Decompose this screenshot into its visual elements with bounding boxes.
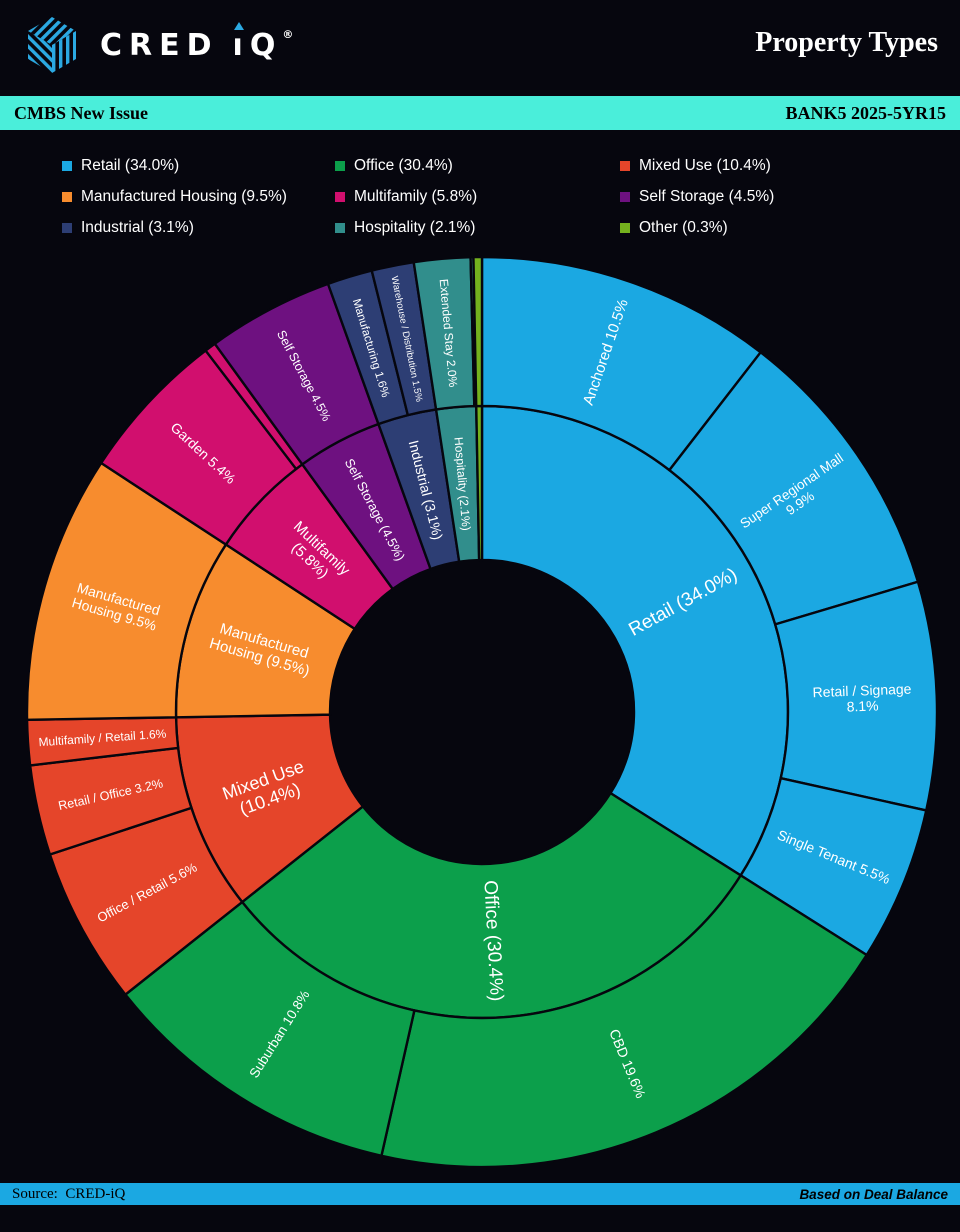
color-swatch-icon — [335, 191, 345, 202]
sunburst-segment-office-cbd[interactable] — [380, 874, 868, 1169]
legend-label: Office (30.4%) — [354, 156, 453, 174]
color-swatch-icon — [335, 222, 345, 233]
legend: Retail (34.0%) Office (30.4%) Mixed Use … — [62, 154, 774, 239]
subheader-bar: CMBS New Issue BANK5 2025-5YR15 — [0, 96, 960, 130]
brand-wordmark: CRED ıQ® — [100, 21, 294, 63]
legend-item-mixed-use[interactable]: Mixed Use (10.4%) — [620, 154, 774, 177]
brand-q: Q — [249, 27, 283, 63]
color-swatch-icon — [335, 160, 345, 171]
report-type: CMBS New Issue — [14, 102, 149, 123]
legend-item-other[interactable]: Other (0.3%) — [620, 216, 774, 239]
legend-label: Multifamily (5.8%) — [354, 187, 478, 205]
legend-label: Mixed Use (10.4%) — [639, 156, 771, 174]
legend-item-multifamily[interactable]: Multifamily (5.8%) — [335, 185, 620, 208]
sunburst-chart[interactable]: Anchored 10.5%Super Regional Mall9.9%Ret… — [0, 130, 960, 1183]
source-value: CRED-iQ — [65, 1185, 126, 1202]
legend-item-industrial[interactable]: Industrial (3.1%) — [62, 216, 335, 239]
legend-item-manufactured-housing[interactable]: Manufactured Housing (9.5%) — [62, 185, 335, 208]
legend-label: Manufactured Housing (9.5%) — [81, 187, 287, 205]
page-title: Property Types — [755, 27, 938, 58]
legend-item-retail[interactable]: Retail (34.0%) — [62, 154, 335, 177]
i-dot-icon — [233, 21, 244, 30]
header: CRED ıQ® Property Types — [0, 0, 960, 96]
color-swatch-icon — [62, 191, 72, 202]
legend-label: Industrial (3.1%) — [81, 218, 194, 236]
color-swatch-icon — [620, 191, 630, 202]
crediq-logo: CRED ıQ® — [24, 15, 293, 75]
legend-label: Other (0.3%) — [639, 218, 728, 236]
deal-name: BANK5 2025-5YR15 — [785, 102, 947, 123]
footnote: Based on Deal Balance — [799, 1186, 948, 1202]
color-swatch-icon — [62, 222, 72, 233]
legend-label: Retail (34.0%) — [81, 156, 180, 174]
legend-label: Hospitality (2.1%) — [354, 218, 476, 236]
sunburst-label: Retail / Signage8.1% — [812, 681, 912, 716]
brand-i: ı — [233, 21, 250, 63]
color-swatch-icon — [620, 222, 630, 233]
legend-item-self-storage[interactable]: Self Storage (4.5%) — [620, 185, 774, 208]
sunburst-segment-other-other[interactable] — [472, 255, 484, 408]
chart-area: Anchored 10.5% Super Regional Mall9.9% Ret… — [0, 130, 960, 1183]
color-swatch-icon — [620, 160, 630, 171]
crediq-logo-icon — [28, 17, 76, 73]
legend-item-office[interactable]: Office (30.4%) — [335, 154, 620, 177]
brand-cred: CRED — [100, 27, 219, 63]
color-swatch-icon — [62, 160, 72, 171]
registered-mark: ® — [282, 27, 294, 41]
source-text: Source: CRED-iQ — [12, 1185, 126, 1202]
legend-item-hospitality[interactable]: Hospitality (2.1%) — [335, 216, 620, 239]
legend-label: Self Storage (4.5%) — [639, 187, 775, 205]
footer-bar: Source: CRED-iQ Based on Deal Balance — [0, 1183, 960, 1205]
